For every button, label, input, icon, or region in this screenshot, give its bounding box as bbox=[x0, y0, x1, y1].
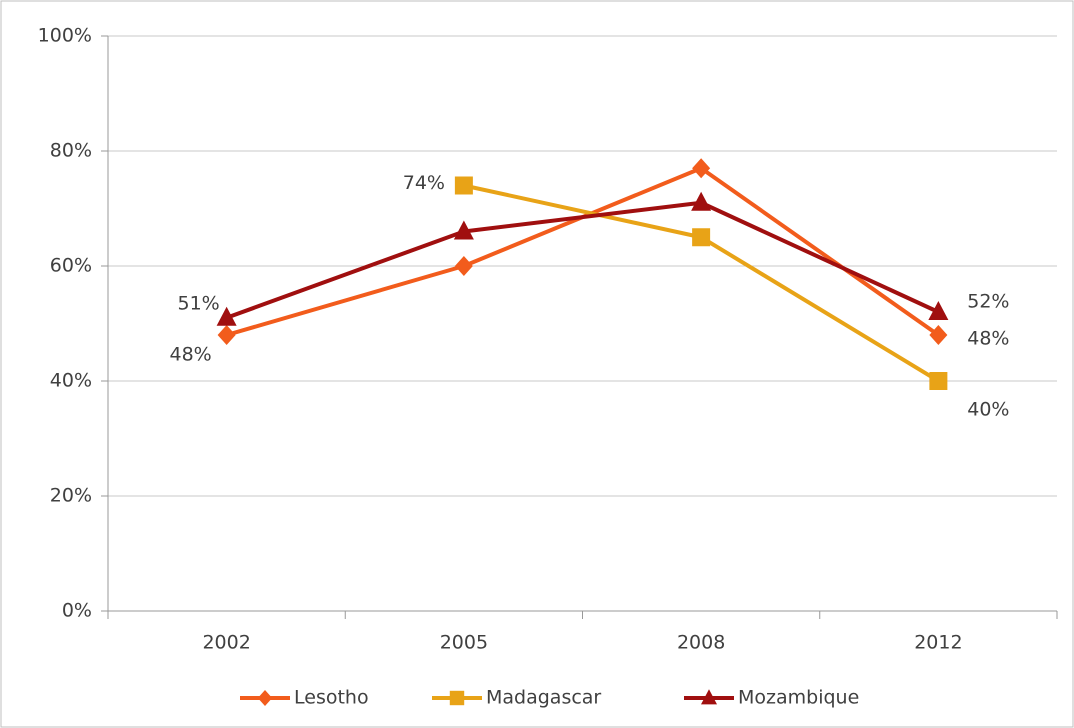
x-tick-label: 2005 bbox=[440, 632, 488, 654]
legend-label: Mozambique bbox=[738, 687, 859, 709]
legend-item: Mozambique bbox=[684, 687, 859, 709]
data-label: 40% bbox=[967, 399, 1009, 421]
x-tick-label: 2008 bbox=[677, 632, 725, 654]
marker bbox=[929, 325, 948, 345]
marker bbox=[217, 325, 236, 345]
legend-item: Lesotho bbox=[240, 687, 369, 709]
data-label: 48% bbox=[170, 344, 212, 366]
marker bbox=[692, 228, 711, 247]
y-tick-label: 0% bbox=[62, 600, 92, 622]
marker bbox=[257, 690, 273, 706]
y-tick-label: 40% bbox=[50, 370, 92, 392]
marker bbox=[691, 191, 712, 211]
legend-item: Madagascar bbox=[432, 687, 601, 709]
marker bbox=[701, 689, 717, 705]
legend-label: Madagascar bbox=[486, 687, 601, 709]
marker bbox=[453, 220, 474, 240]
x-tick-label: 2002 bbox=[202, 632, 250, 654]
marker bbox=[454, 176, 473, 195]
data-label: 74% bbox=[403, 172, 445, 194]
data-label: 52% bbox=[967, 291, 1009, 313]
marker bbox=[449, 690, 465, 706]
marker bbox=[692, 158, 711, 179]
y-tick-label: 80% bbox=[50, 140, 92, 162]
x-tick-label: 2012 bbox=[914, 632, 962, 654]
series-line bbox=[225, 200, 940, 320]
marker bbox=[454, 256, 473, 276]
data-label: 48% bbox=[967, 328, 1009, 350]
marker bbox=[929, 372, 948, 390]
y-tick-label: 60% bbox=[50, 255, 92, 277]
marker bbox=[216, 306, 237, 326]
marker bbox=[928, 301, 949, 320]
data-label: 51% bbox=[178, 292, 220, 314]
y-tick-label: 20% bbox=[50, 485, 92, 507]
legend-label: Lesotho bbox=[294, 687, 369, 709]
y-tick-label: 100% bbox=[38, 25, 92, 47]
